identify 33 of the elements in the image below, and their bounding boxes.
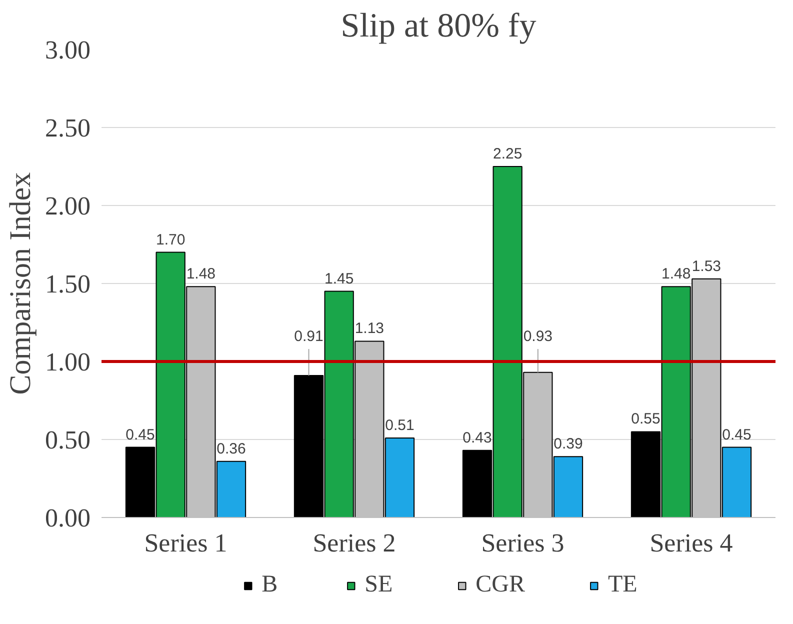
x-tick-label: Series 1 — [144, 528, 228, 558]
x-tick-label: Series 4 — [650, 528, 733, 558]
data-label: 2.25 — [492, 146, 522, 162]
data-label: 0.93 — [523, 328, 553, 346]
data-label: 0.51 — [385, 416, 414, 434]
data-label: 1.48 — [661, 266, 691, 283]
data-label: 0.45 — [126, 426, 155, 444]
y-tick-label: 2.00 — [45, 192, 90, 220]
legend-label: CGR — [476, 572, 526, 598]
legend-label: B — [262, 572, 279, 598]
data-label: 0.43 — [462, 429, 492, 446]
chart-title: Slip at 80% fy — [340, 8, 536, 44]
legend-label: TE — [608, 572, 638, 598]
data-label: 0.36 — [216, 440, 246, 458]
y-tick-label: 0.50 — [45, 426, 90, 454]
y-tick-label: 3.00 — [45, 36, 90, 64]
data-label: 0.39 — [554, 436, 583, 453]
y-axis-title: Comparison Index — [4, 172, 37, 395]
data-label: 1.53 — [692, 258, 722, 275]
data-label: 0.55 — [631, 410, 660, 428]
data-label: 0.91 — [294, 328, 324, 346]
data-label: 1.70 — [156, 231, 186, 248]
legend-label: SE — [364, 572, 393, 598]
data-label: 0.45 — [722, 426, 752, 444]
y-tick-label: 0.00 — [45, 504, 90, 532]
data-label: 1.13 — [354, 320, 384, 338]
data-label: 1.48 — [186, 266, 216, 283]
data-label: 1.45 — [324, 270, 354, 288]
x-tick-label: Series 3 — [481, 528, 564, 558]
y-tick-label: 1.00 — [45, 348, 90, 376]
y-tick-label: 1.50 — [45, 270, 90, 298]
x-tick-label: Series 2 — [312, 528, 396, 558]
y-tick-label: 2.50 — [45, 114, 90, 142]
